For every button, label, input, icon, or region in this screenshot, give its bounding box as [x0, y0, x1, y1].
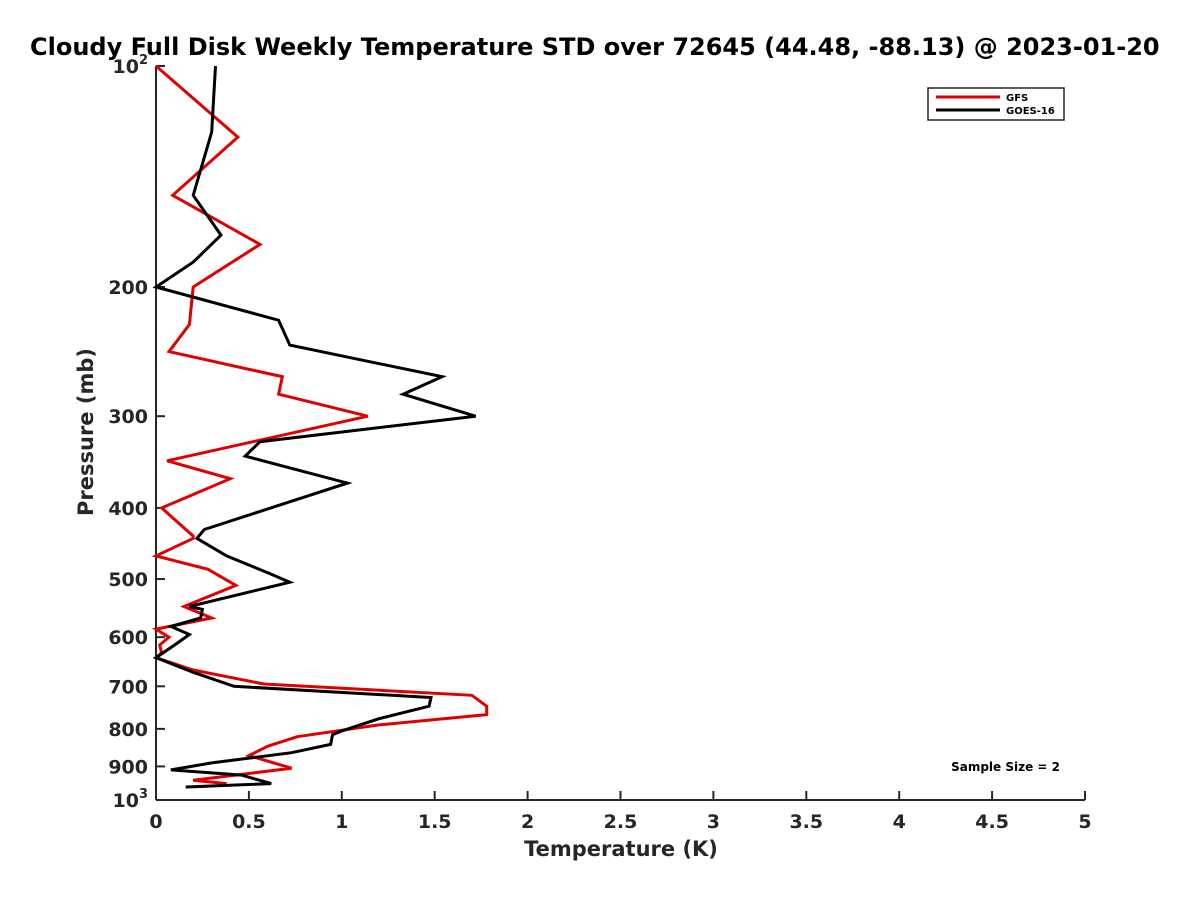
x-tick-label: 3 [707, 811, 720, 833]
y-tick-label: 600 [108, 627, 148, 649]
x-axis-label: Temperature (K) [524, 837, 718, 861]
y-tick-label: 103 [113, 787, 149, 812]
x-tick-label: 4 [893, 811, 906, 833]
y-tick-label: 300 [108, 406, 148, 428]
chart-legend: GFS GOES-16 [927, 87, 1065, 121]
series-lines [151, 64, 489, 789]
y-axis: 102 200 300 400 500 600 700 800 900 103 [108, 53, 165, 812]
y-tick-label: 500 [108, 569, 148, 591]
x-tick-label: 3.5 [789, 811, 823, 833]
x-tick-label: 4.5 [975, 811, 1009, 833]
x-tick-label: 0.5 [232, 811, 266, 833]
y-tick-label: 900 [108, 756, 148, 778]
y-tick-label: 400 [108, 498, 148, 520]
x-axis: 0 0.5 1 1.5 2 2.5 3 3.5 4 4.5 5 [149, 791, 1092, 833]
y-tick-label: 200 [108, 277, 148, 299]
legend-entry-label: GOES-16 [1006, 106, 1055, 117]
legend-box [927, 87, 1065, 121]
chart-title: Cloudy Full Disk Weekly Temperature STD … [30, 33, 1160, 61]
x-tick-label: 5 [1078, 811, 1091, 833]
y-tick-label: 102 [113, 53, 149, 78]
series-line-goes-16 [152, 65, 477, 789]
y-tick-label: 700 [108, 676, 148, 698]
y-tick-label: 800 [108, 719, 148, 741]
x-tick-label: 1 [335, 811, 348, 833]
series-line-gfs [151, 64, 489, 786]
sample-size-annotation: Sample Size = 2 [951, 760, 1060, 774]
x-tick-label: 1.5 [418, 811, 452, 833]
legend-entry-label: GFS [1006, 93, 1028, 104]
x-tick-label: 0 [149, 811, 162, 833]
y-axis-label: Pressure (mb) [74, 348, 98, 516]
x-tick-label: 2 [521, 811, 534, 833]
x-tick-label: 2.5 [604, 811, 638, 833]
